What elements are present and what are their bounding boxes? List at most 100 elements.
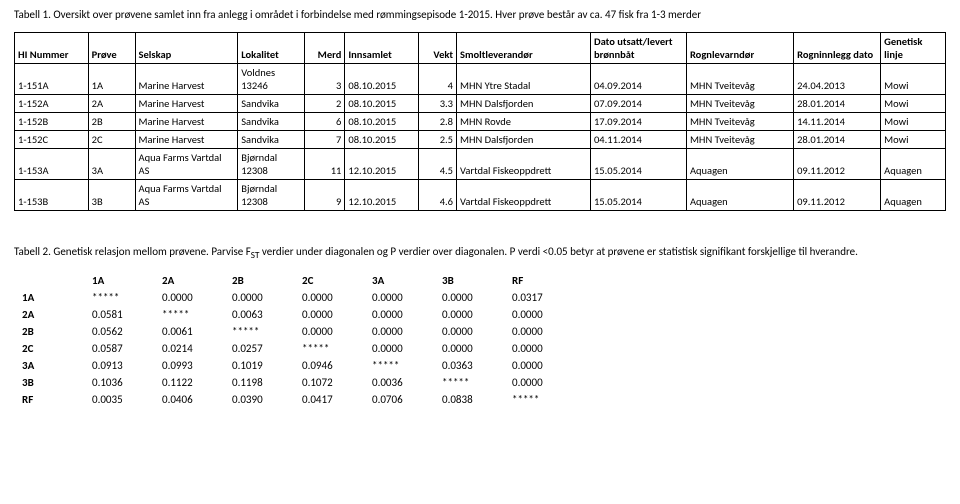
table1-cell: 15.05.2014 xyxy=(590,180,686,211)
table1-col-header: HI Nummer xyxy=(15,33,89,64)
table1-cell: 08.10.2015 xyxy=(345,113,419,131)
table1-cell: 1-152C xyxy=(15,131,89,149)
table2-cell: 2B xyxy=(14,323,84,340)
table2-cell: 0.0000 xyxy=(364,340,434,357)
table-row: RF0.00350.04060.03900.04170.07060.0838**… xyxy=(14,391,574,408)
table2-cell: 0.0581 xyxy=(84,306,154,323)
table1-cell: 24.04.2013 xyxy=(794,64,881,95)
table1-cell: Marine Harvest xyxy=(135,131,238,149)
table1-cell: 1-153A xyxy=(15,149,89,180)
table2-cell: 0.0913 xyxy=(84,357,154,374)
table2-cell: RF xyxy=(14,391,84,408)
table1-cell: 07.09.2014 xyxy=(590,95,686,113)
table1-cell: 1A xyxy=(88,64,135,95)
table2-cell: ***** xyxy=(504,391,574,408)
table2-cell: ***** xyxy=(84,289,154,306)
table-row: 1-151A1AMarine HarvestVoldnes 13246308.1… xyxy=(15,64,946,95)
table-row: 2B0.05620.0061*****0.00000.00000.00000.0… xyxy=(14,323,574,340)
table2-cell: 0.0390 xyxy=(224,391,294,408)
table1-cell: 1-151A xyxy=(15,64,89,95)
table1-col-header: Genetisk linje xyxy=(881,33,946,64)
table1-cell: Marine Harvest xyxy=(135,64,238,95)
table1-cell: 9 xyxy=(305,180,345,211)
table2-cell: 0.0363 xyxy=(434,357,504,374)
table1-cell: 11 xyxy=(305,149,345,180)
table2-cell: 2A xyxy=(14,306,84,323)
table1-cell: 28.01.2014 xyxy=(794,95,881,113)
table2-cell: ***** xyxy=(154,306,224,323)
table-row: 3A0.09130.09930.10190.0946*****0.03630.0… xyxy=(14,357,574,374)
table2-cell: 0.0000 xyxy=(154,289,224,306)
table2-col-header xyxy=(14,272,84,289)
table1-col-header: Dato utsatt/levert brønnbåt xyxy=(590,33,686,64)
table2-cell: 0.0417 xyxy=(294,391,364,408)
table1-cell: Voldnes 13246 xyxy=(238,64,305,95)
table2-cell: 0.0000 xyxy=(504,340,574,357)
table1-cell: 4 xyxy=(419,64,457,95)
table1-cell: MHN Tveitevåg xyxy=(686,113,793,131)
table1-cell: 12.10.2015 xyxy=(345,149,419,180)
table1-cell: 09.11.2012 xyxy=(794,180,881,211)
table2-cell: 0.0063 xyxy=(224,306,294,323)
table2-cell: 0.0257 xyxy=(224,340,294,357)
table1-cell: 3B xyxy=(88,180,135,211)
table1-cell: 08.10.2015 xyxy=(345,64,419,95)
table1-cell: Vartdal Fiskeoppdrett xyxy=(457,180,591,211)
table2-cell: 0.0000 xyxy=(504,306,574,323)
table2-cell: 0.0562 xyxy=(84,323,154,340)
table-row: 1-152C2CMarine HarvestSandvika708.10.201… xyxy=(15,131,946,149)
table-row: 2A0.0581*****0.00630.00000.00000.00000.0… xyxy=(14,306,574,323)
table2-cell: 0.0993 xyxy=(154,357,224,374)
table2-cell: 0.0706 xyxy=(364,391,434,408)
table2-cell: ***** xyxy=(294,340,364,357)
table1-cell: MHN Dalsfjorden xyxy=(457,131,591,149)
table2: 1A2A2B2C3A3BRF 1A*****0.00000.00000.0000… xyxy=(14,272,574,408)
table1-cell: Vartdal Fiskeoppdrett xyxy=(457,149,591,180)
table1-col-header: Vekt xyxy=(419,33,457,64)
table1-cell: 17.09.2014 xyxy=(590,113,686,131)
table1-cell: Aquagen xyxy=(881,180,946,211)
table1-cell: MHN Ytre Stadal xyxy=(457,64,591,95)
table2-cell: ***** xyxy=(364,357,434,374)
table1-cell: 3.3 xyxy=(419,95,457,113)
table-row: 3B0.10360.11220.11980.10720.0036*****0.0… xyxy=(14,374,574,391)
table2-cell: 0.1122 xyxy=(154,374,224,391)
table1-cell: Aquagen xyxy=(686,180,793,211)
table2-cell: 0.0000 xyxy=(434,289,504,306)
table1-cell: 2 xyxy=(305,95,345,113)
table2-col-header: 2A xyxy=(154,272,224,289)
table1-cell: 1-152A xyxy=(15,95,89,113)
table2-cell: 0.0000 xyxy=(364,289,434,306)
table1-cell: 08.10.2015 xyxy=(345,95,419,113)
table1-col-header: Rogninnlegg dato xyxy=(794,33,881,64)
table1-cell: 3 xyxy=(305,64,345,95)
table2-cell: ***** xyxy=(434,374,504,391)
table2-col-header: RF xyxy=(504,272,574,289)
table2-caption: Tabell 2. Genetisk relasjon mellom prøve… xyxy=(14,245,946,262)
table2-cell: 0.0000 xyxy=(294,323,364,340)
table2-cell: 0.0000 xyxy=(294,289,364,306)
table1-cell: 15.05.2014 xyxy=(590,149,686,180)
table1-col-header: Selskap xyxy=(135,33,238,64)
table2-cell: 0.1019 xyxy=(224,357,294,374)
table1-cell: 3A xyxy=(88,149,135,180)
table2-cell: 0.0587 xyxy=(84,340,154,357)
table1-cell: MHN Tveitevåg xyxy=(686,131,793,149)
table2-cell: 0.0061 xyxy=(154,323,224,340)
table2-cell: 0.0000 xyxy=(434,306,504,323)
table2-cell: 0.0406 xyxy=(154,391,224,408)
table-row: 1-152A2AMarine HarvestSandvika208.10.201… xyxy=(15,95,946,113)
table2-cell: 0.0036 xyxy=(364,374,434,391)
table2-cell: 3B xyxy=(14,374,84,391)
table1-col-header: Merd xyxy=(305,33,345,64)
table1-cell: Aquagen xyxy=(881,149,946,180)
table1-cell: 14.11.2014 xyxy=(794,113,881,131)
table1-cell: Bjørndal 12308 xyxy=(238,149,305,180)
table1-col-header: Smoltleverandør xyxy=(457,33,591,64)
table1-cell: Sandvika xyxy=(238,95,305,113)
table2-col-header: 2B xyxy=(224,272,294,289)
table1-cell: Mowi xyxy=(881,95,946,113)
table1-cell: Aquagen xyxy=(686,149,793,180)
table1-cell: MHN Tveitevåg xyxy=(686,95,793,113)
table1-cell: 4.6 xyxy=(419,180,457,211)
